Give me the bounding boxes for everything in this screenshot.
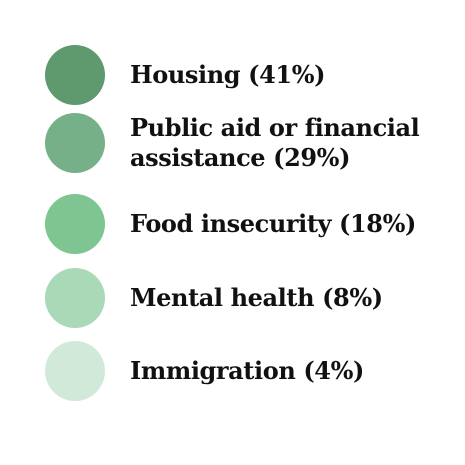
legend-label-line: Public aid or financial [130, 113, 420, 142]
legend-label-line: assistance (29%) [130, 143, 351, 172]
legend-label-line: Food insecurity (18%) [130, 209, 416, 238]
color-swatch-mental-health [45, 268, 105, 328]
legend-label-food-insecurity: Food insecurity (18%) [130, 209, 416, 239]
color-swatch-immigration [45, 341, 105, 401]
legend-item-immigration: Immigration (4%) [45, 341, 445, 401]
legend-item-public-aid: Public aid or financial assistance (29%) [45, 113, 445, 173]
legend-label-public-aid: Public aid or financial assistance (29%) [130, 113, 420, 173]
color-swatch-housing [45, 45, 105, 105]
color-swatch-public-aid [45, 113, 105, 173]
legend-label-line: Mental health (8%) [130, 283, 383, 312]
legend-label-mental-health: Mental health (8%) [130, 283, 383, 313]
legend-label-line: Immigration (4%) [130, 356, 364, 385]
color-swatch-food-insecurity [45, 194, 105, 254]
legend-item-housing: Housing (41%) [45, 45, 445, 105]
legend-item-mental-health: Mental health (8%) [45, 268, 445, 328]
legend-item-food-insecurity: Food insecurity (18%) [45, 194, 445, 254]
legend-label-immigration: Immigration (4%) [130, 356, 364, 386]
legend-label-housing: Housing (41%) [130, 60, 325, 90]
legend-label-line: Housing (41%) [130, 60, 326, 89]
